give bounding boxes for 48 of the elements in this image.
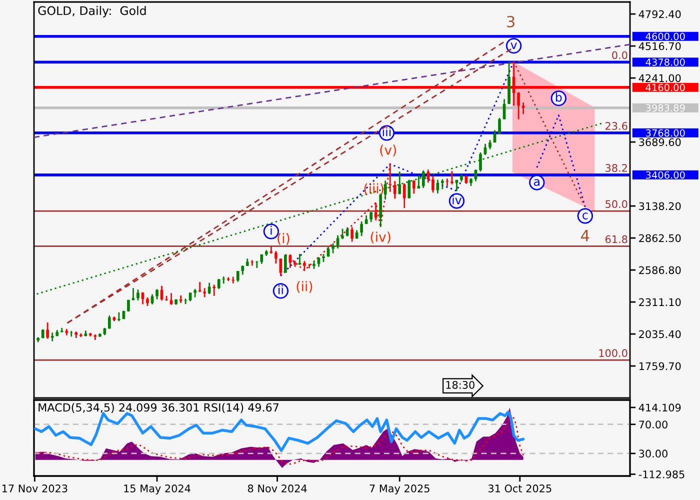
- annotation: 100.0: [599, 349, 628, 358]
- annotation: (i): [278, 233, 290, 245]
- annotation: (ii): [296, 281, 312, 293]
- y-tick-label: 2311.10: [639, 298, 681, 306]
- y2-tick-label: 70.00: [639, 420, 668, 428]
- annotation: 18:30: [446, 380, 474, 389]
- x-tick-label: 17 Nov 2023: [2, 484, 68, 492]
- x-tick-label: 8 Nov 2024: [248, 484, 307, 492]
- y-tick-label: 3689.60: [639, 138, 681, 146]
- annotation: c: [582, 212, 588, 220]
- annotation: 0.0: [612, 51, 628, 60]
- x-tick-label: 15 May 2024: [124, 484, 190, 494]
- y2-tick-label: 30.00: [639, 450, 668, 458]
- ref-line-label: 3768.00: [646, 129, 685, 137]
- annotation: 4: [581, 230, 590, 242]
- annotation: 61.8: [605, 235, 628, 244]
- chart-title: GOLD, Daily: Gold: [38, 6, 146, 18]
- ref-line-label: 3406.00: [646, 171, 685, 179]
- ref-line-label: 4378.00: [646, 58, 685, 66]
- annotation: b: [556, 92, 562, 102]
- y-tick-label: 4516.70: [638, 42, 681, 50]
- annotation: 50.0: [606, 200, 628, 208]
- annotation: a: [534, 179, 540, 186]
- y-tick-label: 4792.40: [638, 10, 681, 18]
- y-tick-label: 3138.20: [639, 202, 681, 210]
- annotation: 3: [507, 16, 514, 28]
- ref-line-label: 4600.00: [646, 32, 685, 40]
- annotation: (v): [380, 144, 396, 156]
- annotation: 38.2: [606, 164, 627, 172]
- y-tick-label: 1759.70: [639, 362, 681, 370]
- x-tick-label: 31 Oct 2025: [488, 484, 552, 492]
- annotation: v: [510, 42, 517, 50]
- annotation: iv: [452, 195, 462, 204]
- x-tick-label: 7 May 2025: [370, 484, 430, 494]
- chart-title: MACD(5,34,5) 24.099 36.301 RSI(14) 49.67: [38, 403, 278, 413]
- y-tick-label: 2862.50: [639, 234, 681, 242]
- y-tick-label: -112.985: [638, 470, 684, 478]
- y-tick-label: 414.109: [638, 404, 681, 412]
- ref-line-label: 3983.89: [646, 104, 685, 112]
- annotation: (iv): [370, 232, 390, 244]
- annotation: ii: [278, 285, 283, 294]
- ref-line-label: 4160.00: [646, 84, 685, 92]
- y-tick-label: 2586.80: [639, 266, 681, 274]
- annotation: (iii): [364, 183, 384, 196]
- y-tick-label: 2035.40: [639, 330, 681, 338]
- annotation: 23.6: [606, 122, 628, 130]
- annotation: i: [270, 226, 272, 235]
- y-tick-label: 4241.00: [638, 74, 681, 82]
